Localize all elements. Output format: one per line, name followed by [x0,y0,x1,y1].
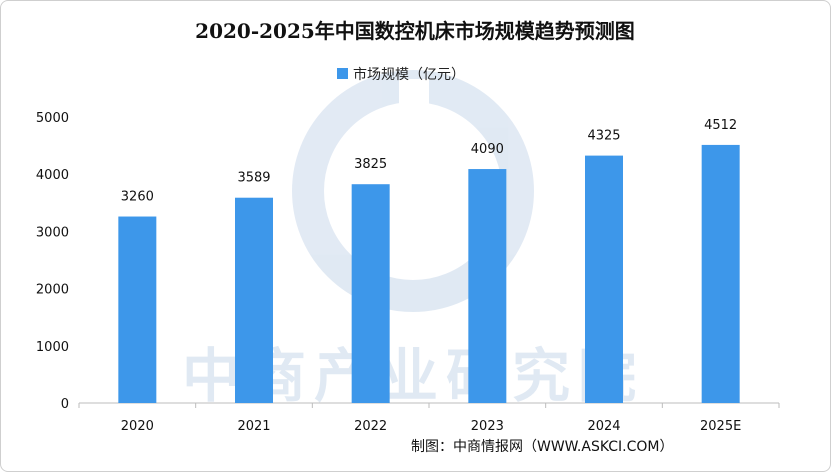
legend: 市场规模（亿元） [337,66,465,83]
chart-title: 2020-2025年中国数控机床市场规模趋势预测图 [195,19,635,43]
data-labels: 3260 3589 3825 4090 4325 4512 [121,118,737,205]
bar [468,169,507,403]
y-tick-label: 0 [61,397,69,412]
legend-swatch [337,68,348,79]
y-tick-label: 4000 [36,168,69,183]
y-axis: 0 1000 2000 3000 4000 5000 [36,111,69,412]
watermark-logo-gap [399,79,429,191]
x-tick-label: 2022 [354,419,387,434]
x-tick-label: 2025E [700,419,741,434]
bar [118,216,157,403]
bars [118,144,740,403]
bar [235,197,273,403]
data-label: 3260 [121,190,154,205]
x-tick-label: 2021 [237,419,270,434]
bar [351,184,390,403]
bar [701,144,740,403]
x-tick-label: 2024 [587,419,620,434]
data-label: 4512 [704,118,737,133]
y-tick-label: 2000 [36,283,69,298]
bar [585,155,623,403]
x-axis: 2020 2021 2022 2023 2024 2025E [78,402,780,434]
y-tick-label: 5000 [36,111,69,126]
data-label: 4090 [471,142,504,157]
watermark-logo-ring [292,70,534,312]
data-label: 4325 [587,129,620,144]
y-tick-label: 3000 [36,225,69,240]
data-label: 3825 [354,157,387,172]
data-label: 3589 [237,171,270,186]
x-tick-label: 2020 [121,419,154,434]
x-tick-label: 2023 [471,419,504,434]
source-note: 制图：中商情报网（WWW.ASKCI.COM） [411,439,673,455]
legend-label: 市场规模（亿元） [353,66,465,83]
y-tick-label: 1000 [36,340,69,355]
